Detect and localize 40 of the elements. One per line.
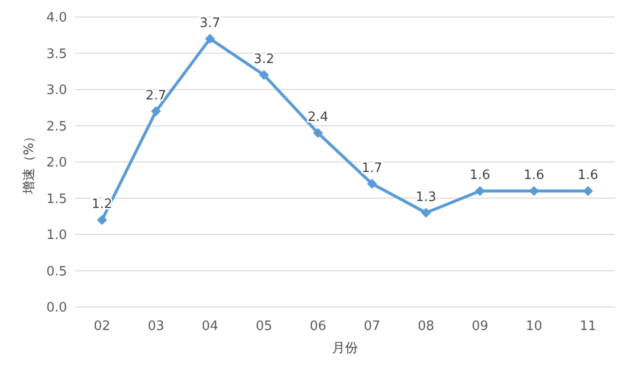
data-label: 2.4 bbox=[308, 110, 328, 125]
x-tick-label: 06 bbox=[310, 319, 326, 334]
point bbox=[583, 186, 593, 196]
data-label: 3.2 bbox=[254, 52, 274, 67]
y-tick-label: 2.0 bbox=[46, 156, 67, 170]
data-label: 3.7 bbox=[200, 16, 220, 31]
point bbox=[367, 178, 377, 189]
data-label: 1.7 bbox=[362, 160, 382, 176]
point bbox=[313, 128, 323, 138]
point bbox=[421, 208, 431, 218]
y-tick-label: 1.5 bbox=[46, 192, 67, 207]
data-label: 1.6 bbox=[524, 168, 544, 183]
point bbox=[259, 70, 269, 80]
data-label: 1.3 bbox=[416, 190, 436, 205]
data-label: 1.6 bbox=[470, 168, 490, 183]
x-tick-label: 10 bbox=[526, 319, 542, 334]
point bbox=[529, 186, 539, 196]
x-tick-label: 04 bbox=[202, 319, 218, 334]
point bbox=[151, 106, 161, 116]
y-tick-label: 4.0 bbox=[46, 10, 67, 26]
y-axis-title: 增速（%） bbox=[22, 130, 37, 196]
point bbox=[97, 215, 107, 225]
y-tick-label: 0.0 bbox=[46, 300, 67, 316]
data-label: 1.6 bbox=[578, 168, 598, 183]
x-tick-label: 05 bbox=[256, 319, 272, 334]
x-tick-label: 07 bbox=[364, 319, 380, 334]
x-axis-title: 月份 bbox=[332, 341, 358, 356]
x-tick-label: 02 bbox=[94, 319, 110, 334]
point bbox=[475, 186, 485, 196]
y-tick-label: 3.0 bbox=[46, 83, 67, 98]
point bbox=[205, 34, 215, 44]
y-tick-label: 2.5 bbox=[46, 119, 67, 134]
y-tick-label: 3.5 bbox=[46, 46, 67, 62]
y-tick-label: 0.5 bbox=[46, 264, 67, 280]
x-tick-label: 03 bbox=[148, 319, 164, 334]
data-label: 2.7 bbox=[146, 88, 166, 104]
x-tick-label: 09 bbox=[472, 319, 488, 334]
x-tick-label: 11 bbox=[580, 319, 596, 334]
x-tick-label: 08 bbox=[418, 319, 434, 334]
y-tick-label: 1.0 bbox=[46, 228, 67, 243]
